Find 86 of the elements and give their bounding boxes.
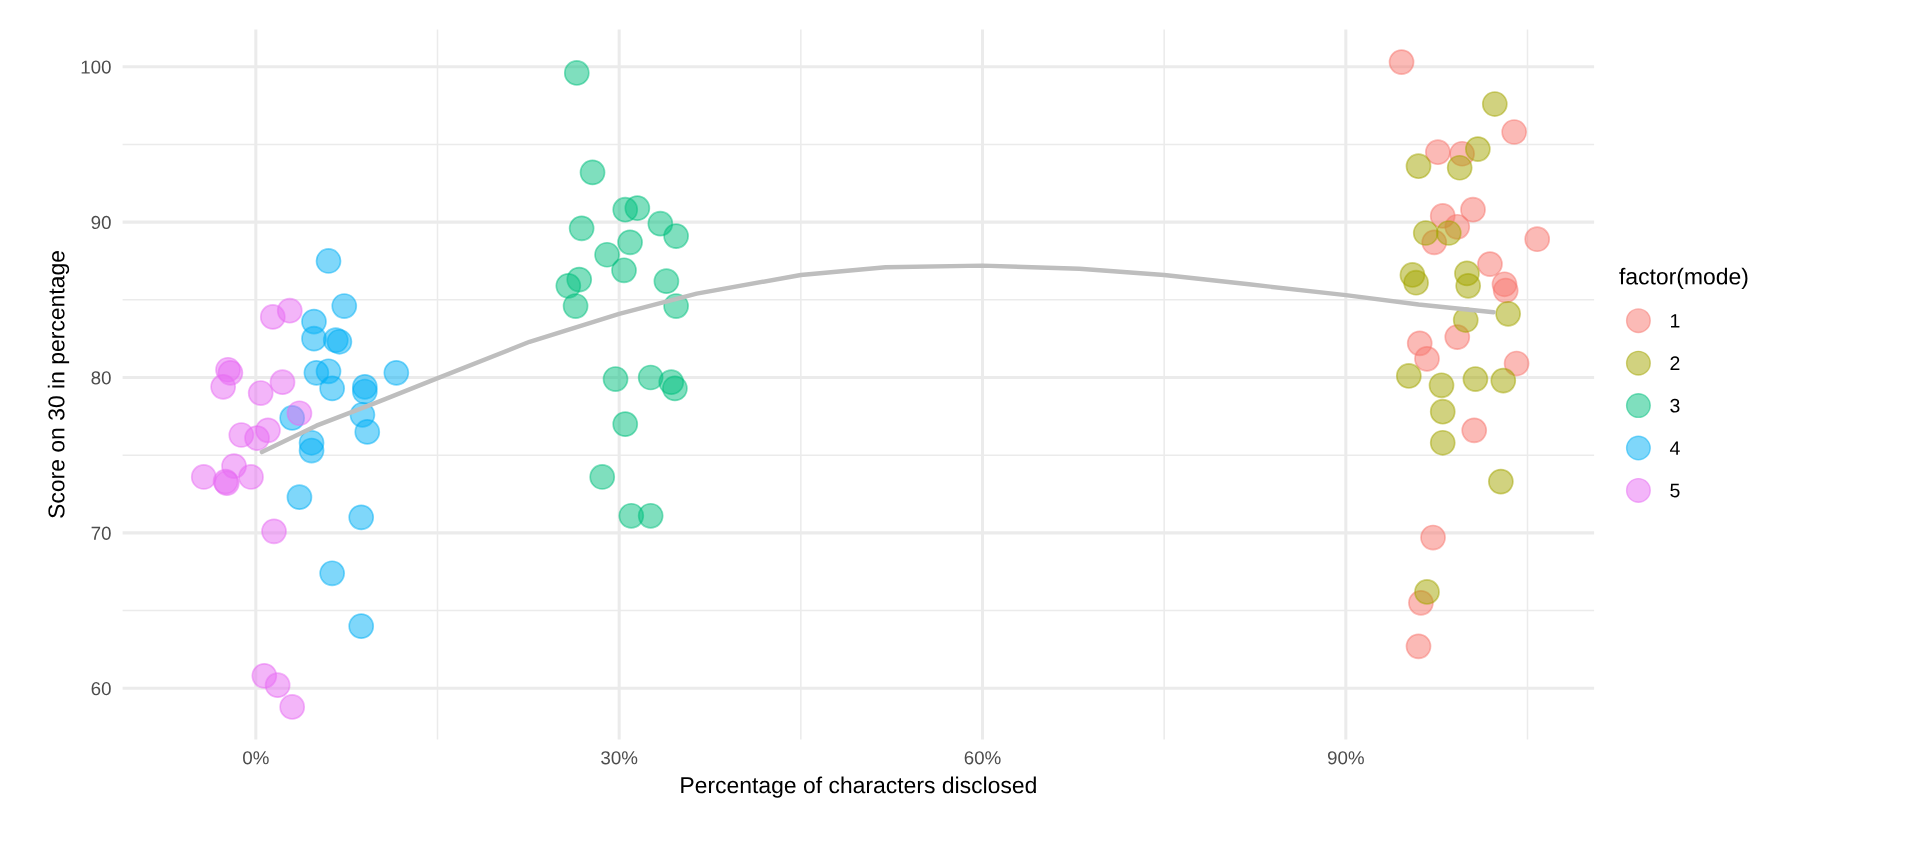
x-tick-label: 0% [243, 751, 269, 765]
legend-label: 1 [1671, 314, 1680, 328]
point [1495, 300, 1521, 327]
point [298, 437, 325, 464]
point [1405, 153, 1432, 180]
y-tick-label: 70 [91, 526, 111, 540]
y-axis-title: Score on 30 in percentage [47, 251, 70, 518]
point [594, 241, 620, 268]
point [383, 359, 410, 386]
point [1425, 139, 1451, 166]
point [562, 293, 589, 319]
point [348, 504, 375, 531]
point [1446, 154, 1473, 181]
point [1429, 429, 1456, 456]
point [238, 464, 264, 490]
point [354, 419, 381, 445]
point [1503, 350, 1530, 377]
point [1481, 91, 1508, 117]
x-axis-title: Percentage of characters disclosed [681, 776, 1036, 798]
point [579, 159, 606, 186]
point [1501, 119, 1528, 145]
point [637, 364, 664, 391]
legend-label: 3 [1670, 398, 1680, 413]
point [1403, 269, 1429, 296]
x-tick-label: 60% [964, 751, 1001, 765]
point [1477, 251, 1503, 277]
point [261, 518, 287, 545]
x-tick-label: 90% [1327, 751, 1364, 765]
point [1420, 524, 1446, 551]
y-tick-label: 80 [91, 371, 111, 385]
point [1414, 579, 1440, 605]
point [1492, 277, 1519, 304]
point [331, 293, 358, 319]
point [319, 375, 346, 402]
point [1460, 196, 1486, 223]
point [617, 229, 643, 256]
point [286, 400, 313, 427]
point [1414, 346, 1440, 372]
point [568, 215, 595, 242]
x-tick-label: 30% [601, 751, 638, 765]
point [1429, 398, 1456, 425]
point [1388, 49, 1415, 75]
point [1435, 220, 1462, 246]
point [1412, 220, 1439, 246]
point [319, 560, 346, 587]
point [563, 60, 590, 86]
point [1428, 372, 1455, 399]
legend-label: 4 [1669, 441, 1680, 455]
point [602, 366, 629, 392]
point [624, 195, 651, 222]
point [348, 613, 375, 639]
point [276, 297, 303, 324]
point [1455, 272, 1482, 299]
point [1487, 468, 1514, 495]
point [351, 378, 378, 405]
point [247, 380, 274, 406]
point [1461, 417, 1488, 444]
point [653, 268, 680, 295]
legend-label: 2 [1670, 356, 1680, 370]
point [1395, 363, 1422, 389]
point [315, 248, 342, 274]
point [269, 369, 296, 396]
y-tick-label: 100 [81, 60, 111, 74]
point [190, 464, 217, 490]
point [663, 223, 689, 249]
point [611, 257, 637, 284]
y-tick-label: 90 [91, 215, 111, 230]
legend-title: factor(mode) [1619, 267, 1748, 290]
point [1462, 366, 1489, 392]
point [255, 417, 281, 444]
point [637, 502, 664, 529]
point [286, 484, 313, 511]
point [589, 464, 616, 490]
point [555, 272, 582, 299]
point [1405, 633, 1432, 660]
point [210, 373, 237, 400]
point [264, 672, 291, 699]
y-tick-label: 60 [91, 681, 111, 696]
point [612, 411, 639, 437]
point [1490, 367, 1517, 394]
point [1524, 226, 1551, 253]
legend-label: 5 [1670, 483, 1680, 498]
point [279, 694, 306, 720]
point [1464, 136, 1491, 162]
point [662, 375, 688, 402]
point [301, 325, 327, 352]
